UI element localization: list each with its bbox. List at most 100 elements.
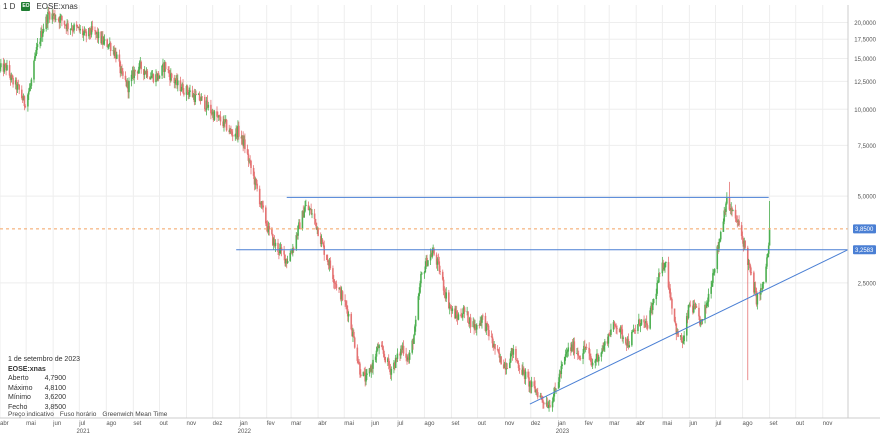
candle-body [633,330,636,331]
candle-body [542,400,544,403]
candle-body [529,381,532,388]
candle-body [564,354,567,357]
x-year-label: 2022 [238,429,252,435]
candle-body [224,119,227,122]
candle-body [219,116,222,122]
candle-body [351,329,353,337]
candle-body [88,28,91,35]
candle-body [683,335,685,342]
candle-body [509,362,511,369]
candle-body [530,381,533,388]
candle-body [163,63,165,72]
candle-body [760,288,762,295]
candle-body [412,340,414,344]
candle-body [234,134,237,137]
candle-body [119,61,122,74]
candle-body [662,262,665,270]
candle-body [346,309,349,317]
candle-body [719,239,721,243]
x-month-label: set [770,421,778,427]
candle-body [316,227,319,230]
candle-body [292,248,295,249]
candle-body [438,261,441,272]
interval-selector[interactable]: 1 D [3,2,16,11]
candle-body [241,135,244,139]
candle-body [283,250,285,255]
candle-body [96,32,99,39]
candle-body [427,260,429,266]
candle-body [48,12,51,20]
candle-body [762,281,765,284]
candle-body [606,341,609,344]
candle-body [112,50,115,52]
candle-body [243,139,245,147]
candle-body [28,87,31,92]
candle-body [371,366,373,369]
candle-body [109,42,112,52]
candle-body [500,356,502,365]
candle-body [364,372,366,382]
candle-body [201,96,203,98]
candle-body [473,321,475,329]
candle-body [658,273,660,283]
candle-body [133,69,136,79]
candle-body [753,272,755,293]
candle-body [632,330,635,332]
x-month-label: out [159,421,168,427]
level-marker-tag-box [853,245,876,255]
timezone-value: Greenwich Mean Time [102,411,168,418]
candle-body [21,98,24,101]
candle-body [475,324,478,330]
candle-body [567,347,570,352]
candle-body [498,352,501,358]
candle-body [359,363,361,375]
candle-body [84,30,87,32]
candle-body [188,92,190,95]
candle-body [307,205,310,211]
candle-body [518,368,521,370]
y-tick-label: 7,5000 [858,144,877,150]
candle-body [435,254,438,265]
candle-body [286,260,289,264]
candle-body [94,30,96,32]
candle-body [20,89,23,99]
info-row-low: Mínimo 3,6200 [8,393,80,403]
candle-body [389,367,392,375]
candle-body [346,305,348,310]
candle-body [631,331,634,333]
candle-body [387,358,389,363]
candle-body [460,314,462,317]
candle-body [539,395,542,398]
candle-body [360,374,362,377]
info-label: Mínimo [8,394,31,402]
candle-body [305,205,307,207]
candle-body [301,210,304,229]
candle-body [365,374,367,382]
candle-body [533,381,536,387]
x-month-label: ago [743,421,754,427]
candle-body [631,332,633,346]
x-month-label: jul [715,421,722,427]
candle-body [230,129,232,132]
candle-body [679,335,682,337]
symbol-label[interactable]: EOSE:xnas [36,2,78,11]
candle-body [170,73,172,81]
candle-body [380,345,383,347]
candle-body [573,341,576,354]
candle-body [717,246,719,249]
candle-body [290,252,292,254]
candle-body [725,203,727,212]
x-month-label: mai [344,421,354,427]
x-month-label: abr [0,421,9,427]
candle-body [572,341,575,351]
candle-body [114,51,116,56]
candle-body [140,61,142,70]
candle-body [163,62,166,72]
candle-body [279,247,282,249]
candle-body [179,80,182,92]
candle-body [334,283,337,285]
candle-body [400,348,403,350]
candle-body [512,349,515,355]
candle-body [88,28,90,37]
